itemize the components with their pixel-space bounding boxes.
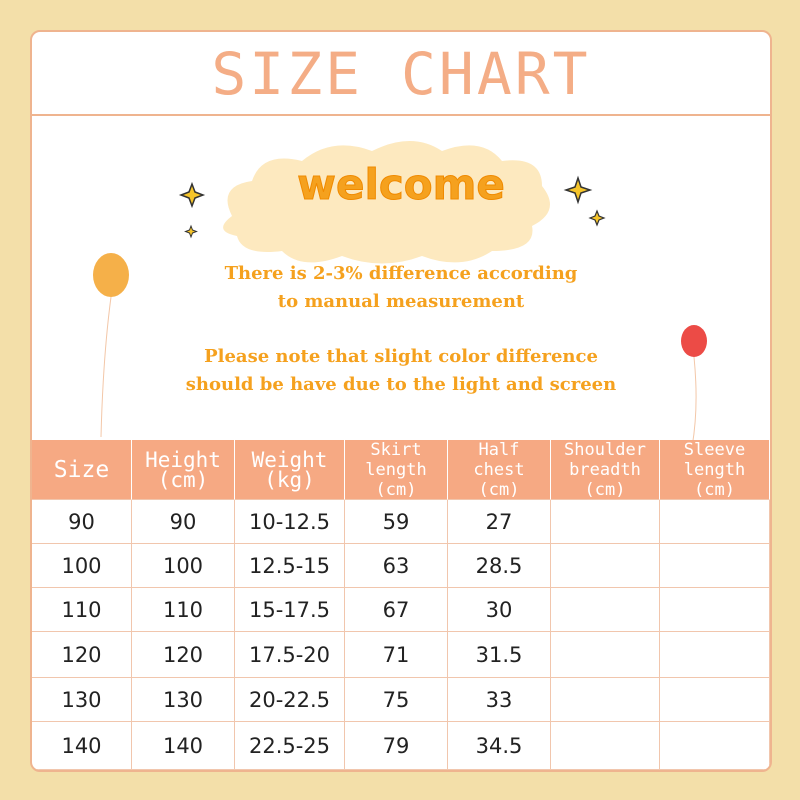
table-cell: 140 <box>132 722 235 770</box>
table-cell: 75 <box>345 678 448 722</box>
table-cell: 28.5 <box>448 544 551 588</box>
header-text: chest <box>473 459 525 480</box>
table-cell <box>551 500 660 544</box>
note: There is 2-3% difference according to man… <box>32 260 770 316</box>
header-text: Shoulder <box>564 439 646 460</box>
table-cell: 59 <box>345 500 448 544</box>
header-cell: Skirt length (cm) <box>345 440 448 500</box>
header-cell: Height (cm) <box>132 440 235 500</box>
table-cell: 120 <box>132 632 235 678</box>
header-text: length <box>365 459 427 480</box>
table-cell: 90 <box>132 500 235 544</box>
table-cell: 27 <box>448 500 551 544</box>
header-text: Skirt <box>370 439 422 460</box>
table-cell: 90 <box>32 500 132 544</box>
table-cell <box>660 544 770 588</box>
header-text: Size <box>53 456 110 483</box>
header-text: (cm) <box>478 479 520 500</box>
header-text: (cm) <box>584 479 626 500</box>
welcome: welcome <box>297 160 506 210</box>
header-text: (kg) <box>264 467 315 492</box>
table-cell: 100 <box>132 544 235 588</box>
note-line: Please note that slight color difference <box>204 346 598 367</box>
table-cell <box>551 722 660 770</box>
table-cell <box>660 588 770 632</box>
table-cell: 22.5-25 <box>235 722 345 770</box>
note-line: should be have due to the light and scre… <box>185 374 617 395</box>
table-cell: 30 <box>448 588 551 632</box>
table-cell: 71 <box>345 632 448 678</box>
header-cell: Weight (kg) <box>235 440 345 500</box>
table-cell: 130 <box>132 678 235 722</box>
header-cell: Size <box>32 440 132 500</box>
header-text: (cm) <box>694 479 735 500</box>
table-cell: 31.5 <box>448 632 551 678</box>
header-text: breadth <box>569 459 641 480</box>
cloud <box>223 141 550 264</box>
table-cell: 33 <box>448 678 551 722</box>
table-cell: 120 <box>32 632 132 678</box>
table-cell: 63 <box>345 544 448 588</box>
table-cell <box>660 632 770 678</box>
table-cell: 67 <box>345 588 448 632</box>
table-cell <box>551 632 660 678</box>
note: Please note that slight color difference… <box>32 343 770 399</box>
title: SIZE CHART <box>32 32 770 116</box>
table-cell: 140 <box>32 722 132 770</box>
table-cell: 17.5-20 <box>235 632 345 678</box>
header-cell: Half chest (cm) <box>448 440 551 500</box>
header-text: (cm) <box>375 479 417 500</box>
header-text: Height <box>145 447 221 472</box>
card: SIZE CHART welcome There is 2-3% differe… <box>30 30 772 772</box>
table-cell <box>660 678 770 722</box>
table-cell: 100 <box>32 544 132 588</box>
table-cell <box>551 588 660 632</box>
table-cell: 34.5 <box>448 722 551 770</box>
table-cell: 15-17.5 <box>235 588 345 632</box>
header-cell: Sleeve length (cm) <box>660 440 770 500</box>
decoration <box>93 141 707 446</box>
table-cell: 12.5-15 <box>235 544 345 588</box>
header-text: Half <box>478 439 520 460</box>
table-cell <box>660 722 770 770</box>
table-cell <box>551 544 660 588</box>
note-line: There is 2-3% difference according <box>224 263 578 284</box>
table-cell: 20-22.5 <box>235 678 345 722</box>
header-text: Sleeve <box>683 439 746 460</box>
header-text: length <box>683 459 746 480</box>
note-line: to manual measurement <box>277 291 525 312</box>
header-text: (cm) <box>157 467 209 492</box>
header-text: Weight <box>251 447 328 472</box>
table-cell <box>551 678 660 722</box>
header-cell: Shoulder breadth (cm) <box>551 440 660 500</box>
table-cell <box>660 500 770 544</box>
table-cell: 10-12.5 <box>235 500 345 544</box>
table-cell: 130 <box>32 678 132 722</box>
table-cell: 110 <box>32 588 132 632</box>
table-cell: 110 <box>132 588 235 632</box>
table-cell: 79 <box>345 722 448 770</box>
